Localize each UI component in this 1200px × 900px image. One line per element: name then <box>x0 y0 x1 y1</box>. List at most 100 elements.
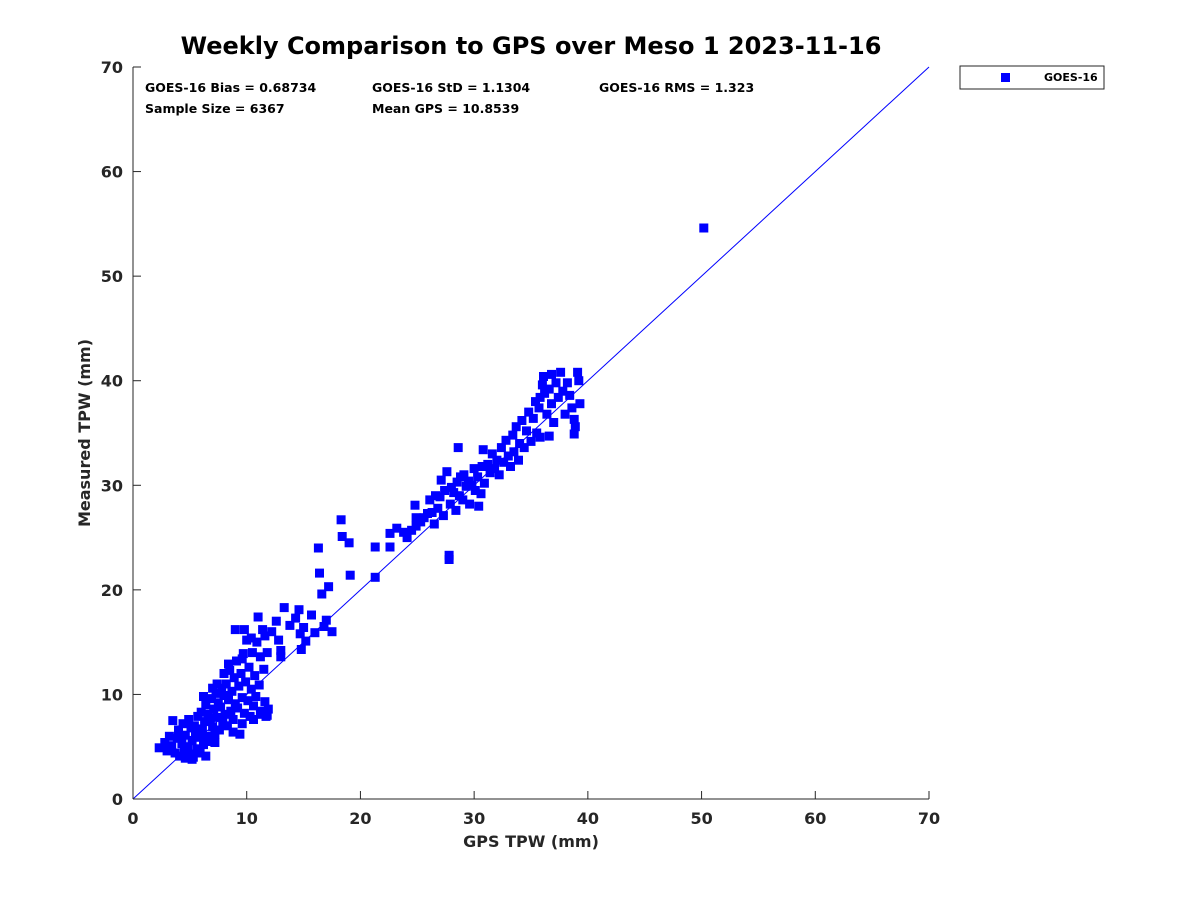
x-tick-label: 50 <box>690 809 712 828</box>
data-point <box>699 223 709 233</box>
axes <box>132 67 929 800</box>
data-point <box>197 724 207 734</box>
data-point <box>324 582 334 592</box>
data-point <box>445 499 455 509</box>
data-point <box>258 625 268 635</box>
data-point <box>279 603 289 613</box>
data-point <box>535 432 545 442</box>
data-point <box>307 610 316 620</box>
data-point <box>211 688 221 698</box>
data-point <box>255 652 265 662</box>
data-point <box>558 386 568 396</box>
data-point <box>237 693 247 703</box>
legend: GOES-16 <box>959 65 1105 90</box>
data-point <box>262 648 272 658</box>
y-tick-label: 0 <box>112 790 123 809</box>
data-point <box>218 718 228 728</box>
data-point <box>168 716 178 726</box>
data-point <box>524 407 534 417</box>
data-point <box>551 378 561 388</box>
data-point <box>228 715 238 724</box>
data-point <box>296 645 306 654</box>
data-point <box>239 708 249 718</box>
data-point <box>345 570 355 580</box>
data-point <box>207 694 216 704</box>
data-point <box>411 513 421 523</box>
data-point <box>177 739 187 749</box>
data-point <box>567 403 577 413</box>
data-point <box>236 669 246 678</box>
data-point <box>241 677 251 687</box>
data-point <box>458 495 468 505</box>
data-point <box>483 459 493 469</box>
data-point <box>251 692 261 701</box>
data-point <box>238 649 248 659</box>
data-point <box>189 721 199 731</box>
data-point <box>253 612 263 622</box>
data-point <box>569 414 579 424</box>
data-point <box>267 627 277 637</box>
data-point <box>194 732 204 742</box>
data-point <box>201 700 211 710</box>
x-tick-label: 60 <box>804 809 826 828</box>
data-point <box>469 464 479 474</box>
data-point <box>212 712 222 722</box>
data-point <box>461 481 471 491</box>
data-point <box>370 572 380 582</box>
data-point <box>519 443 529 453</box>
data-point <box>301 636 311 646</box>
x-tick-label: 30 <box>463 809 485 828</box>
stat-sample-size: Sample Size = 6367 <box>145 101 285 116</box>
data-point <box>222 721 232 731</box>
data-point <box>556 367 566 377</box>
data-point <box>162 746 172 756</box>
x-tick-label: 40 <box>577 809 599 828</box>
data-point <box>565 390 575 400</box>
data-point <box>262 710 272 720</box>
data-point <box>235 729 245 739</box>
x-tick-label: 70 <box>918 809 940 828</box>
data-point <box>225 665 235 675</box>
data-point <box>517 416 527 425</box>
data-point <box>429 519 439 529</box>
data-point <box>199 740 208 750</box>
y-tick-label: 20 <box>101 581 123 600</box>
data-point <box>310 628 320 638</box>
data-point <box>476 489 486 499</box>
data-point <box>575 399 585 409</box>
data-point <box>337 532 347 541</box>
data-point <box>242 635 252 645</box>
data-point <box>183 742 193 752</box>
data-point <box>553 392 563 402</box>
data-point <box>467 480 477 490</box>
data-point <box>537 380 547 390</box>
data-point <box>453 443 463 453</box>
legend-label: GOES-16 <box>1044 71 1098 84</box>
data-point <box>574 376 584 386</box>
data-point <box>172 733 182 743</box>
data-point <box>175 751 185 761</box>
data-point <box>573 367 583 377</box>
y-tick-label: 40 <box>101 372 123 391</box>
data-point <box>202 731 212 741</box>
data-point <box>547 399 556 409</box>
data-point <box>452 477 462 487</box>
data-point <box>205 714 215 723</box>
data-point <box>174 725 183 735</box>
data-point <box>210 738 220 747</box>
data-point <box>260 697 270 707</box>
data-point <box>506 462 515 471</box>
y-ticks: 0 10 20 30 40 50 60 70 <box>101 58 141 809</box>
data-point <box>478 445 488 455</box>
scatter-points <box>154 223 709 764</box>
data-point <box>252 637 262 647</box>
data-point <box>542 409 552 419</box>
data-point <box>531 397 540 407</box>
data-point <box>444 550 454 560</box>
data-point <box>399 527 409 537</box>
data-point <box>535 392 545 402</box>
data-point <box>164 731 174 741</box>
data-point <box>229 673 239 683</box>
data-point <box>200 717 210 727</box>
data-point <box>385 542 395 552</box>
